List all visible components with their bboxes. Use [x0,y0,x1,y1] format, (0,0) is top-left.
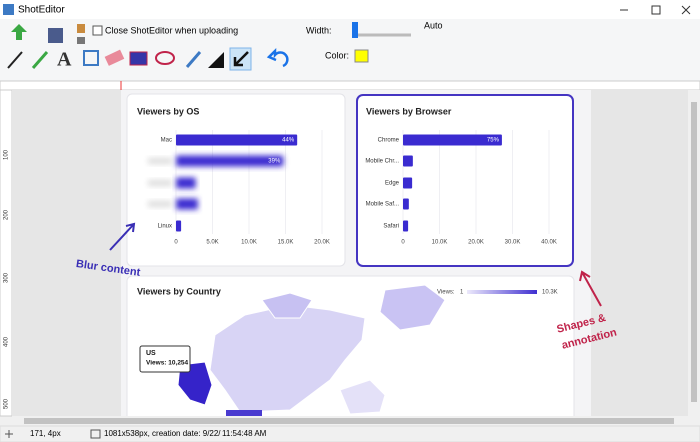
width-slider-thumb[interactable] [352,22,358,38]
value-label: 44% [282,138,295,144]
greenland-region [379,284,446,331]
bar [403,220,409,232]
window-title: ShotEditor [18,5,65,16]
blur-tool[interactable] [208,52,224,68]
blurred-label [148,201,172,207]
text-tool[interactable]: A [57,49,72,71]
cursor-icon [5,430,13,438]
browser-chart: 0 10.0K 20.0K 30.0K 40.0K Chrome 75% Mobile Chr… [365,130,557,246]
bar [176,198,198,210]
bar [176,177,196,189]
shapes-arrow [579,270,602,307]
color-label: Color: [325,50,349,60]
os-chart: 0 5.0K 10.0K 15.0K 20.0K Mac 44% 39% Linux [148,130,330,246]
bar [176,155,284,167]
bar [403,134,502,146]
bar [403,198,409,210]
width-value: Auto [424,20,443,30]
x-tick-label: 15.0K [278,240,294,246]
ruler-label: 500 [4,398,10,409]
us-region [226,410,262,416]
app-icon [3,4,14,15]
category-label: Mobile Chr... [365,159,399,165]
image-info: 1081x538px, creation date: 9/22/ [104,429,221,438]
value-label: 39% [268,159,281,165]
arrow-tool[interactable] [233,51,249,67]
width-label: Width: [306,25,332,35]
maximize-button[interactable] [651,5,661,15]
blur-arrow [109,222,136,251]
crop-tool[interactable] [83,50,99,66]
category-label: Safari [383,224,399,230]
ruler-label: 400 [4,336,10,347]
vertical-scroll-thumb[interactable] [691,102,697,402]
os-title: Viewers by OS [137,106,199,116]
arctic-region [261,292,313,319]
x-tick-label: 5.0K [206,240,218,246]
category-label: Mobile Saf... [366,202,400,208]
vertical-ruler-labels: 100 200 300 400 500 [4,149,10,409]
category-label: Edge [385,181,400,187]
color-swatch[interactable] [354,49,369,63]
bar [176,220,182,232]
x-tick-label: 40.0K [541,240,557,246]
vertical-ruler [0,89,13,417]
category-label: Chrome [378,138,400,144]
blurred-label [148,180,172,186]
legend-min: 1 [460,290,464,296]
undo-button[interactable] [266,47,289,68]
save-button[interactable] [48,28,63,43]
upload-button[interactable] [11,24,27,40]
cursor-position: 171, 4px [30,429,61,438]
copy-button[interactable] [77,24,85,33]
x-tick-label: 30.0K [505,240,521,246]
status-bar [0,425,700,442]
browser-title: Viewers by Browser [366,106,452,116]
country-title: Viewers by Country [137,286,221,296]
horizontal-scroll-thumb[interactable] [24,418,674,424]
bar [403,155,413,167]
image-icon [90,429,101,439]
ruler-label: 300 [4,272,10,283]
pen-tool[interactable] [7,51,23,69]
picker-tool[interactable] [185,51,202,68]
bar [403,177,413,189]
close-button[interactable] [681,5,691,15]
legend-label: Views: [437,290,455,296]
rectangle-tool[interactable] [129,51,148,66]
highlighter-tool[interactable] [31,51,49,69]
legend-gradient [467,290,537,294]
ellipse-tool[interactable] [155,51,175,65]
eraser-tool[interactable] [104,49,125,66]
tooltip-value: Views: 10,254 [146,360,189,367]
title-bar [0,0,700,19]
creation-time: 11:54:48 AM [222,429,267,438]
tooltip-title: US [146,350,156,357]
blurred-label [148,158,172,164]
x-tick-label: 20.0K [314,240,330,246]
x-tick-label: 10.0K [432,240,448,246]
bar [176,134,298,146]
x-tick-label: 10.0K [241,240,257,246]
checkbox[interactable] [92,25,103,36]
horizontal-ruler [0,80,700,91]
alaska-region [177,361,213,406]
x-tick-label: 0 [401,240,405,246]
world-map [177,284,446,416]
europe-region [339,379,386,415]
x-tick-label: 0 [174,240,178,246]
print-button[interactable] [77,37,85,44]
category-label: Linux [158,224,172,230]
tool-buttons: A [7,47,289,71]
toolbar [0,19,700,81]
value-label: 75% [487,138,500,144]
x-tick-label: 20.0K [468,240,484,246]
ruler-label: 100 [4,149,10,160]
checkbox-label: Close ShotEditor when uploading [105,25,238,35]
legend-max: 10.3K [542,290,558,296]
map-tooltip [139,345,191,373]
category-label: Mac [161,138,172,144]
ruler-label: 200 [4,209,10,220]
